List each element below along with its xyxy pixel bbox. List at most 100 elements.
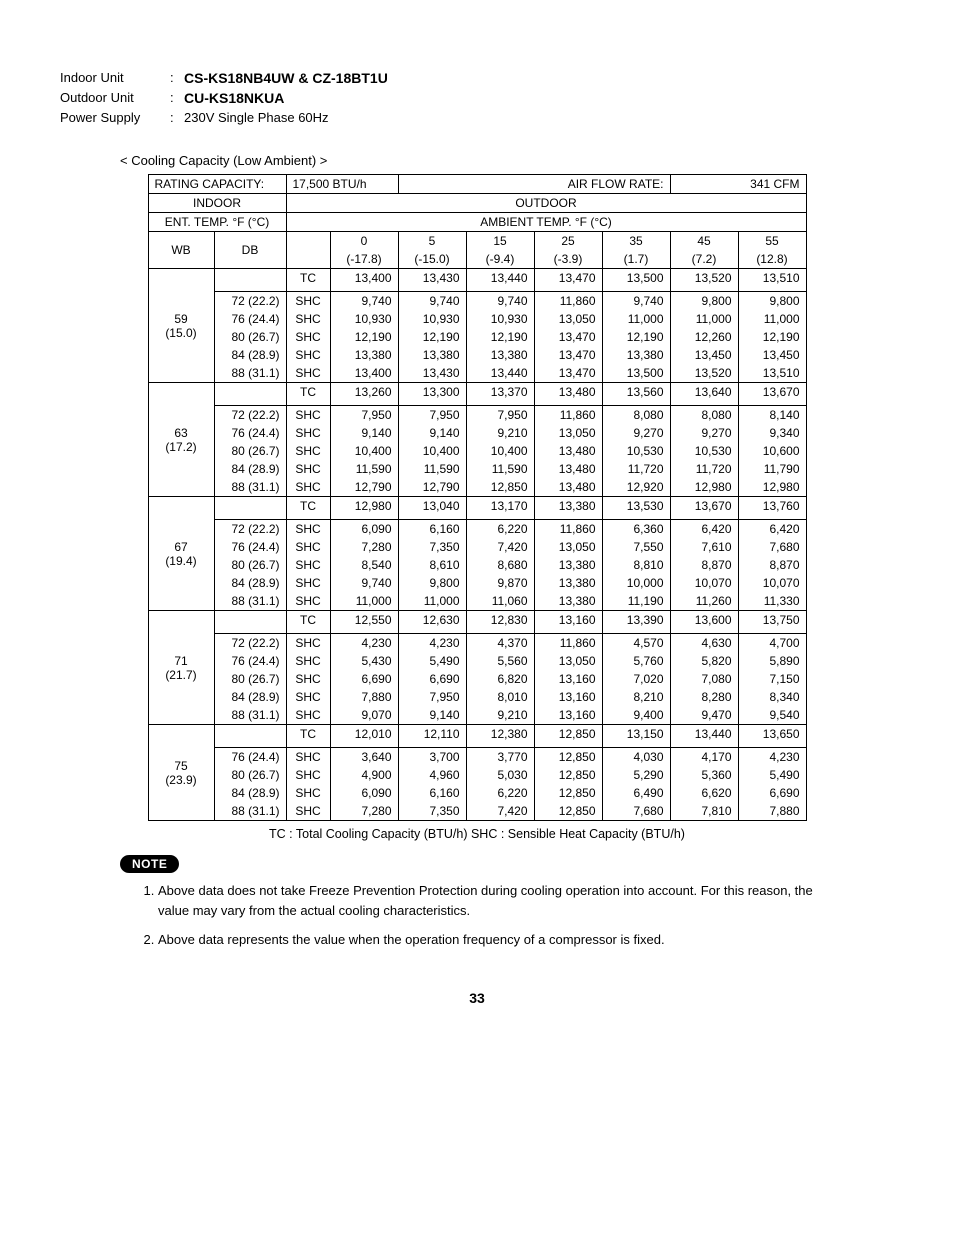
tc-value: 12,110 (398, 725, 466, 744)
shc-value: 11,000 (602, 310, 670, 328)
shc-value: 4,900 (330, 766, 398, 784)
shc-value: 6,820 (466, 670, 534, 688)
shc-value: 9,800 (398, 574, 466, 592)
db-value: 84 (28.9) (214, 460, 286, 478)
shc-value: 8,870 (670, 556, 738, 574)
shc-value: 9,140 (330, 424, 398, 442)
shc-value: 13,450 (738, 346, 806, 364)
shc-value: 9,740 (398, 292, 466, 311)
shc-value: 9,140 (398, 706, 466, 725)
power-supply-label: Power Supply (60, 110, 170, 125)
indoor-unit-value: CS-KS18NB4UW & CZ-18BT1U (184, 70, 388, 86)
shc-value: 4,230 (330, 634, 398, 653)
shc-label: SHC (286, 574, 330, 592)
shc-value: 8,280 (670, 688, 738, 706)
shc-value: 11,860 (534, 520, 602, 539)
shc-value: 8,080 (670, 406, 738, 425)
shc-value: 6,360 (602, 520, 670, 539)
shc-value: 12,850 (534, 766, 602, 784)
shc-label: SHC (286, 460, 330, 478)
db-value: 76 (24.4) (214, 310, 286, 328)
shc-value: 5,490 (738, 766, 806, 784)
ambient-c: (1.7) (602, 250, 670, 269)
shc-value: 13,520 (670, 364, 738, 383)
shc-value: 4,630 (670, 634, 738, 653)
shc-value: 9,210 (466, 706, 534, 725)
shc-value: 13,470 (534, 328, 602, 346)
shc-value: 7,680 (602, 802, 670, 821)
indoor-header: INDOOR (148, 194, 286, 213)
shc-value: 13,050 (534, 538, 602, 556)
shc-value: 12,850 (466, 478, 534, 497)
shc-value: 7,950 (398, 406, 466, 425)
shc-value: 6,090 (330, 520, 398, 539)
shc-value: 5,360 (670, 766, 738, 784)
shc-value: 8,810 (602, 556, 670, 574)
shc-label: SHC (286, 328, 330, 346)
shc-value: 13,050 (534, 652, 602, 670)
shc-value: 9,740 (602, 292, 670, 311)
tc-label: TC (286, 269, 330, 288)
tc-value: 13,560 (602, 383, 670, 402)
indoor-unit-label: Indoor Unit (60, 70, 170, 86)
db-value: 80 (26.7) (214, 328, 286, 346)
shc-value: 13,380 (398, 346, 466, 364)
tc-value: 13,480 (534, 383, 602, 402)
shc-value: 8,210 (602, 688, 670, 706)
shc-value: 6,220 (466, 784, 534, 802)
tc-value: 13,600 (670, 611, 738, 630)
db-blank (214, 497, 286, 520)
ambient-f: 0 (330, 232, 398, 251)
shc-value: 13,380 (602, 346, 670, 364)
outdoor-unit-label: Outdoor Unit (60, 90, 170, 106)
ambient-c: (12.8) (738, 250, 806, 269)
shc-label: SHC (286, 538, 330, 556)
shc-value: 10,930 (330, 310, 398, 328)
shc-value: 13,380 (534, 592, 602, 611)
shc-value: 10,000 (602, 574, 670, 592)
rating-value: 17,500 BTU/h (286, 175, 398, 194)
shc-value: 11,590 (466, 460, 534, 478)
db-value: 88 (31.1) (214, 364, 286, 383)
shc-value: 4,570 (602, 634, 670, 653)
db-value: 76 (24.4) (214, 748, 286, 767)
db-value: 80 (26.7) (214, 556, 286, 574)
db-value: 76 (24.4) (214, 652, 286, 670)
shc-value: 13,470 (534, 346, 602, 364)
ambient-f: 55 (738, 232, 806, 251)
db-value: 72 (22.2) (214, 406, 286, 425)
tc-label: TC (286, 725, 330, 744)
shc-value: 3,770 (466, 748, 534, 767)
shc-value: 9,270 (602, 424, 670, 442)
shc-value: 10,930 (398, 310, 466, 328)
power-supply-value: 230V Single Phase 60Hz (184, 110, 329, 125)
shc-value: 5,820 (670, 652, 738, 670)
ambient-temp-header: AMBIENT TEMP. °F (°C) (286, 213, 806, 232)
capacity-table: RATING CAPACITY:17,500 BTU/hAIR FLOW RAT… (148, 174, 807, 821)
shc-label: SHC (286, 346, 330, 364)
shc-value: 4,960 (398, 766, 466, 784)
shc-value: 8,340 (738, 688, 806, 706)
shc-value: 13,470 (534, 364, 602, 383)
shc-value: 13,050 (534, 310, 602, 328)
tc-value: 13,670 (670, 497, 738, 516)
tc-value: 12,010 (330, 725, 398, 744)
tc-value: 12,380 (466, 725, 534, 744)
shc-value: 6,690 (738, 784, 806, 802)
shc-value: 6,620 (670, 784, 738, 802)
tc-value: 13,640 (670, 383, 738, 402)
shc-value: 13,400 (330, 364, 398, 383)
wb-cell: 67(19.4) (148, 497, 214, 611)
tc-value: 13,760 (738, 497, 806, 516)
shc-value: 13,440 (466, 364, 534, 383)
db-value: 88 (31.1) (214, 706, 286, 725)
tc-label: TC (286, 611, 330, 630)
shc-value: 13,480 (534, 478, 602, 497)
db-value: 84 (28.9) (214, 784, 286, 802)
shc-value: 6,420 (738, 520, 806, 539)
shc-value: 12,190 (466, 328, 534, 346)
shc-value: 3,700 (398, 748, 466, 767)
shc-value: 5,030 (466, 766, 534, 784)
shc-value: 9,210 (466, 424, 534, 442)
ambient-f: 15 (466, 232, 534, 251)
